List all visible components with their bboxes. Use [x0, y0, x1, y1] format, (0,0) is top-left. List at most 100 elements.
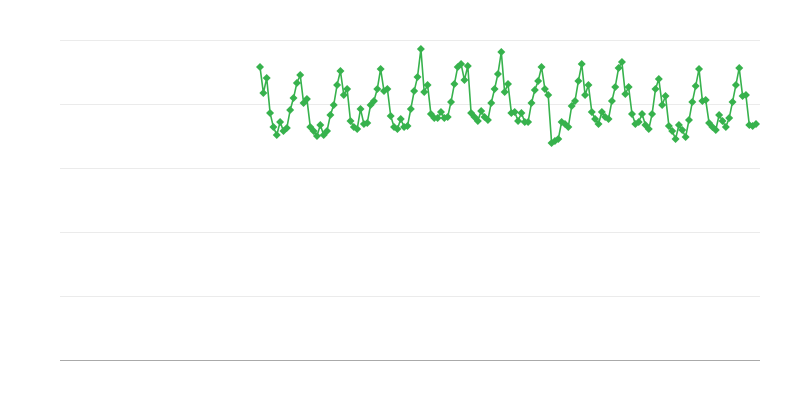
data-point	[420, 88, 429, 96]
data-point	[674, 121, 683, 129]
data-point	[504, 80, 512, 88]
data-point	[447, 98, 456, 106]
data-point	[577, 60, 586, 68]
data-point	[594, 120, 603, 128]
data-point	[473, 117, 482, 125]
data-point	[591, 115, 600, 123]
data-point	[316, 121, 325, 129]
data-point	[369, 97, 378, 105]
data-point	[396, 115, 405, 123]
data-point	[701, 96, 710, 104]
data-point	[353, 125, 362, 133]
data-point	[648, 110, 657, 118]
data-point	[638, 110, 647, 118]
data-point	[651, 85, 660, 93]
data-point	[691, 82, 700, 90]
data-point	[346, 117, 355, 125]
data-point	[416, 45, 425, 53]
data-point	[393, 125, 402, 133]
data-point	[721, 123, 730, 131]
data-point	[356, 105, 365, 113]
data-point	[386, 112, 395, 120]
data-point	[406, 105, 415, 113]
data-point	[336, 67, 345, 75]
data-point	[715, 111, 724, 119]
data-point	[507, 109, 516, 117]
data-point	[524, 118, 533, 126]
data-point	[584, 81, 593, 89]
data-point	[718, 117, 727, 125]
data-point	[554, 135, 563, 143]
data-point	[329, 101, 338, 109]
data-point	[490, 85, 499, 93]
data-point	[497, 48, 506, 56]
data-point	[587, 108, 596, 116]
data-point	[259, 89, 268, 97]
data-point	[323, 127, 332, 135]
data-point	[634, 118, 643, 126]
data-point	[540, 85, 549, 93]
data-point	[597, 108, 606, 116]
data-point	[443, 113, 452, 121]
data-point	[752, 120, 760, 128]
data-point	[664, 122, 673, 130]
data-point	[312, 132, 321, 140]
data-point	[735, 64, 744, 72]
data-point	[607, 97, 616, 105]
data-point	[333, 81, 342, 89]
data-point	[624, 83, 633, 91]
data-point	[423, 81, 432, 89]
data-point	[567, 102, 576, 110]
data-point	[477, 107, 486, 115]
data-point	[658, 101, 667, 109]
data-point	[681, 133, 690, 141]
data-point	[574, 77, 583, 85]
data-point	[544, 91, 553, 99]
data-point	[276, 118, 285, 126]
data-point	[339, 91, 348, 99]
data-point	[343, 85, 352, 93]
data-point	[500, 88, 509, 96]
data-point	[292, 79, 301, 87]
data-point	[403, 122, 412, 130]
data-point	[296, 71, 305, 79]
data-point	[711, 126, 720, 134]
data-point	[487, 99, 496, 107]
data-point	[413, 73, 422, 81]
data-point	[527, 99, 536, 107]
data-point	[376, 65, 385, 73]
data-point	[671, 135, 680, 143]
data-point	[728, 98, 737, 106]
data-point	[266, 109, 275, 117]
data-point	[668, 127, 677, 135]
data-point	[514, 117, 523, 125]
data-point	[644, 125, 653, 133]
data-point	[725, 114, 734, 122]
data-point	[537, 63, 546, 71]
data-point	[383, 85, 392, 93]
data-point	[256, 63, 264, 71]
data-point	[695, 65, 704, 73]
series-markers	[256, 45, 760, 147]
data-point	[302, 95, 311, 103]
data-point	[309, 127, 318, 135]
data-point	[269, 123, 278, 131]
data-point	[534, 77, 543, 85]
data-point	[530, 86, 539, 94]
data-point	[450, 80, 459, 88]
data-point	[684, 116, 693, 124]
data-point	[483, 116, 492, 124]
data-point	[661, 92, 670, 100]
data-point	[517, 109, 526, 117]
data-point	[363, 119, 372, 127]
data-point	[510, 108, 519, 116]
data-point	[272, 131, 281, 139]
data-point	[617, 58, 626, 66]
data-point	[628, 110, 636, 118]
data-point	[433, 114, 442, 122]
data-point	[678, 126, 687, 134]
gridlines	[60, 40, 760, 297]
data-point	[688, 98, 697, 106]
data-point	[614, 64, 623, 72]
